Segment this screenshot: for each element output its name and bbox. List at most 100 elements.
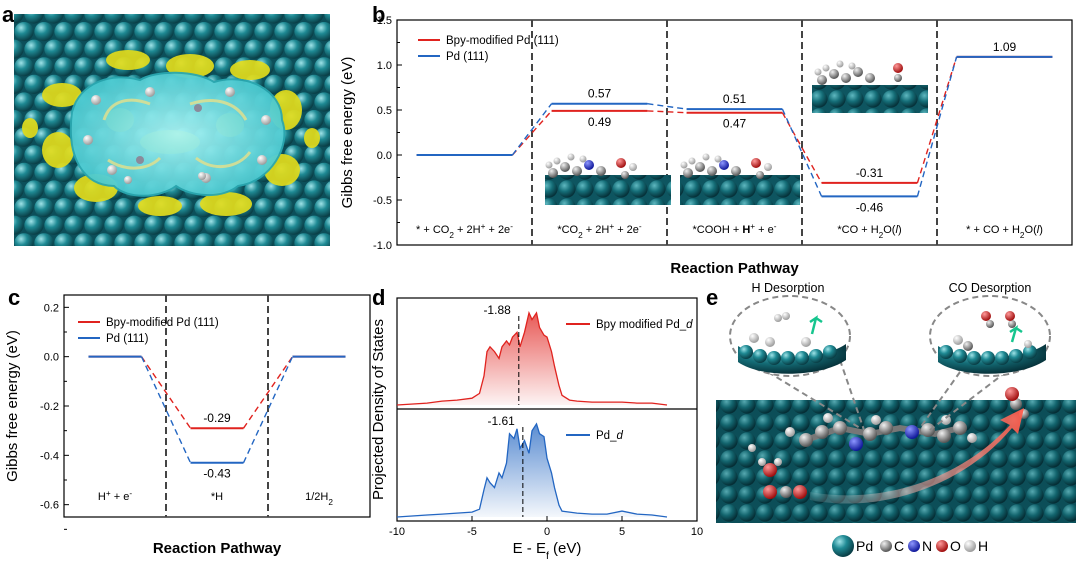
pd-atom xyxy=(124,215,144,235)
pd-atom xyxy=(94,22,114,42)
pd-atom xyxy=(294,233,314,246)
co-desorption-label: CO Desorption xyxy=(949,281,1032,295)
legend-label: Pd (111) xyxy=(106,333,149,345)
pd-atom xyxy=(314,162,330,182)
pd-atom xyxy=(64,215,84,235)
pd-atom xyxy=(34,198,54,218)
pd-atom xyxy=(354,163,373,182)
y-tick-label: 0.0 xyxy=(44,352,59,364)
element-key-label: C xyxy=(894,538,904,554)
connector xyxy=(916,56,958,197)
pd-atom xyxy=(314,92,330,112)
pd-atom xyxy=(354,198,373,217)
pd-atom xyxy=(14,14,24,24)
stage-label-part: 2 xyxy=(879,231,884,240)
pd-atom xyxy=(164,39,184,59)
pd-atom xyxy=(14,215,24,235)
pd-atom xyxy=(44,180,64,200)
pd-atom xyxy=(314,233,330,246)
pd-atom xyxy=(344,40,363,59)
pd-atom xyxy=(234,22,254,42)
pd-atom xyxy=(344,216,363,235)
co2-molecules xyxy=(748,444,807,499)
stage-label-part: O( xyxy=(883,224,896,236)
atom-c xyxy=(894,74,902,82)
atom-h xyxy=(553,157,561,165)
pd-atom xyxy=(244,180,264,200)
atom-h xyxy=(814,68,822,76)
pd-atom xyxy=(184,215,204,235)
pd-slab xyxy=(680,175,800,205)
pd-atom xyxy=(334,233,353,252)
h-desorption-inset xyxy=(729,295,851,377)
pd-atom xyxy=(14,198,34,218)
pd-atom xyxy=(164,215,184,235)
pd-atom xyxy=(284,180,304,200)
stage-label-part: + xyxy=(750,222,755,231)
pd-atom xyxy=(54,22,74,42)
y-tick-label: 0.2 xyxy=(44,302,59,314)
stage-label: *CO2 + 2H+ + 2e- xyxy=(557,222,642,240)
pdos-line xyxy=(396,422,668,518)
pd-atom xyxy=(184,39,204,59)
element-key-label: Pd xyxy=(856,538,873,554)
element-key-swatch xyxy=(908,540,920,552)
pd-atom xyxy=(324,14,330,23)
pd-atom xyxy=(134,22,154,42)
x-tick-label: 5 xyxy=(619,526,625,538)
pd-atom xyxy=(294,57,314,77)
stage-label: * + CO2 + 2H+ + 2e- xyxy=(416,222,513,240)
y-axis-label: Gibbs free energy (eV) xyxy=(339,57,356,209)
co-molecule xyxy=(1005,387,1029,419)
pd-atom xyxy=(54,198,74,218)
stage-label-part: + 2H xyxy=(583,224,610,236)
pd-atom xyxy=(24,74,44,94)
pd-atom xyxy=(264,74,284,94)
legend-label-main: Bpy modified Pd_ xyxy=(596,319,687,331)
stage-label: *CO + H2O(l) xyxy=(837,224,901,240)
pd-slab xyxy=(545,175,671,205)
d-band-center-label: -1.61 xyxy=(487,414,515,428)
pd-atom xyxy=(24,180,44,200)
connector xyxy=(781,108,823,197)
stage-label-part: + 2e xyxy=(614,224,639,236)
pd-atom xyxy=(194,22,214,42)
pd-atom xyxy=(74,22,94,42)
atom-c xyxy=(817,75,827,85)
atom-c xyxy=(572,166,582,176)
y-tick-label: -0.4 xyxy=(40,450,59,462)
atom-c xyxy=(756,171,764,179)
pd-atom xyxy=(274,233,294,246)
atom-c xyxy=(621,171,629,179)
atom-c xyxy=(695,162,705,172)
pd-atom xyxy=(244,14,264,24)
stage-label-part: 1/2H xyxy=(305,491,328,503)
pd-atom xyxy=(324,40,330,58)
legend-label-italic: d xyxy=(686,319,693,331)
panel-e-label: e xyxy=(706,285,718,310)
stage-label-part: H xyxy=(98,491,106,503)
legend-label: Pd (111) xyxy=(446,51,489,63)
pd-atom xyxy=(274,22,294,42)
element-key-label: H xyxy=(978,538,988,554)
legend-label-italic: d xyxy=(616,430,623,442)
stage-label-part: 2 xyxy=(578,231,583,240)
element-key-swatch xyxy=(880,540,892,552)
pd-atom xyxy=(124,14,144,24)
value-label: 0.47 xyxy=(723,117,747,131)
value-label: -0.46 xyxy=(856,200,884,214)
pd-atom xyxy=(164,14,184,24)
pd-atom xyxy=(74,57,94,77)
x-axis-label-sub: f xyxy=(546,550,549,562)
pd-atom xyxy=(14,180,24,200)
pd-atom xyxy=(354,22,373,41)
pd-atom xyxy=(144,14,164,24)
atom-h xyxy=(579,155,587,163)
pd-atom xyxy=(304,14,324,24)
pd-atom xyxy=(44,110,64,130)
y-tick-label: -0.6 xyxy=(40,500,59,512)
stage-label-part: *H xyxy=(211,491,223,503)
atom-c xyxy=(707,166,717,176)
atom-c xyxy=(548,168,558,178)
